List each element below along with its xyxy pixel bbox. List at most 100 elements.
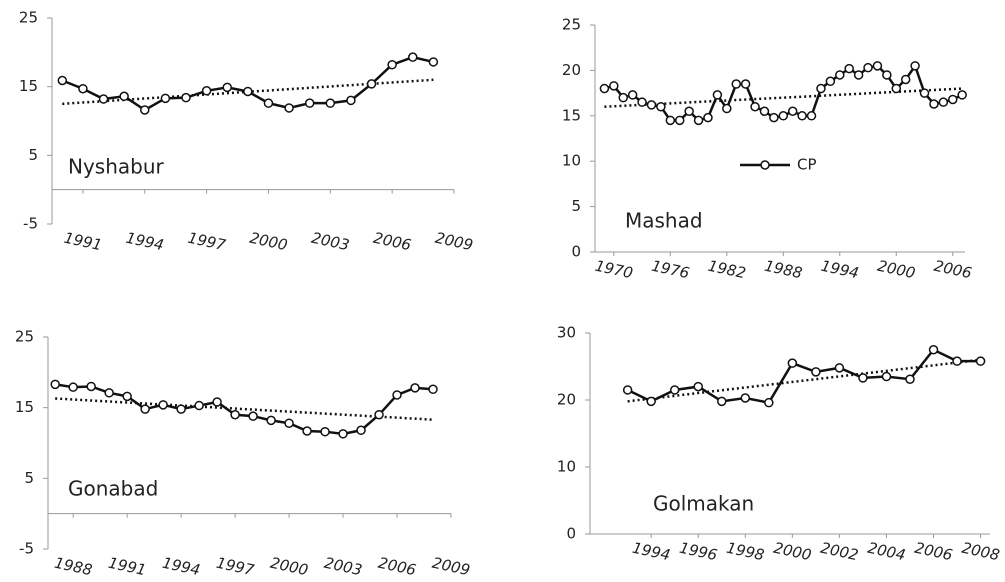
data-point [338,429,348,439]
data-point [938,97,949,107]
x-tick-label: 2003 [323,554,364,580]
data-point [919,88,930,98]
data-point [665,115,676,126]
data-point [104,388,114,398]
data-point [201,86,212,96]
data-point [684,106,694,117]
x-tick-label: 1994 [161,554,202,580]
data-point [797,111,807,121]
data-point [428,384,438,395]
data-point [816,83,826,94]
data-point [609,81,619,91]
x-tick-label: 1991 [107,554,148,580]
data-point [957,90,967,100]
data-point [740,79,751,89]
data-point [627,90,638,100]
data-point [119,91,129,102]
x-tick-label: 1976 [650,257,691,283]
data-point [853,70,864,80]
data-point [248,411,258,421]
data-point [599,83,610,94]
data-point [891,83,902,94]
data-point [243,86,253,97]
y-tick-label: 5 [28,146,38,164]
data-point [905,374,915,384]
data-point [284,418,294,428]
x-tick-label: 1970 [593,257,634,283]
x-tick-label: 2003 [310,229,351,255]
y-tick-label: 0 [566,525,576,543]
y-tick-label: 25 [19,9,38,27]
data-point [806,111,817,121]
data-point [122,391,132,402]
x-tick-label: 1991 [62,229,103,255]
y-tick-label: 25 [15,328,34,346]
data-point [304,98,315,108]
data-point [928,345,939,355]
y-tick-label: 15 [19,77,38,95]
data-point [266,415,276,426]
data-point [693,115,704,126]
x-tick-label: 2002 [819,539,860,565]
data-point [387,59,397,70]
series-line [55,383,434,436]
data-point [140,404,150,414]
data-point [410,383,420,393]
x-tick-label: 2000 [772,539,813,565]
x-tick-label: 1998 [725,539,766,565]
x-tick-label: 1982 [706,257,747,283]
data-point [674,115,685,126]
data-point [50,379,60,390]
y-tick-label: 15 [562,106,581,124]
data-point [882,70,892,80]
data-point [825,76,836,87]
data-point [78,83,88,94]
x-tick-label: 1996 [678,539,719,565]
data-point [646,100,657,110]
x-tick-label: 1994 [819,257,860,283]
data-point [194,400,204,411]
x-tick-label: 1988 [763,257,804,283]
data-point [872,61,883,71]
legend-marker [760,160,770,170]
data-point [222,82,232,93]
x-tick-label: 2000 [876,257,917,283]
y-tick-label: 5 [24,469,34,487]
data-point [637,97,647,107]
data-point [834,363,845,373]
panel-label: Mashad [625,209,703,233]
y-tick-label: 5 [571,197,581,215]
y-tick-label: 30 [557,324,576,342]
data-point [844,63,854,74]
data-point [374,409,384,420]
x-tick-label: 2009 [431,554,472,580]
x-tick-label: 2000 [269,554,310,580]
data-point [740,393,751,403]
data-point [858,373,868,383]
data-point [212,397,222,407]
data-point [263,98,274,108]
data-point [68,382,78,392]
data-point [181,92,191,103]
data-point [140,105,150,115]
data-point [428,57,439,67]
panel-label: Golmakan [653,492,754,516]
data-point [910,61,920,71]
data-point [722,103,732,114]
data-point [656,101,666,112]
data-point [778,111,789,121]
y-tick-label: 10 [557,458,576,476]
data-point [787,106,798,117]
x-tick-label: 2006 [913,539,954,565]
x-tick-label: 1994 [124,229,165,255]
data-point [731,79,741,89]
y-tick-label: 15 [15,398,34,416]
series-line [627,348,981,405]
data-point [693,381,703,392]
y-tick-label: -5 [19,540,34,558]
y-tick-label: 25 [562,16,581,34]
x-tick-label: 2008 [960,539,1001,565]
legend-label: CP [797,156,817,174]
data-point [717,396,727,407]
